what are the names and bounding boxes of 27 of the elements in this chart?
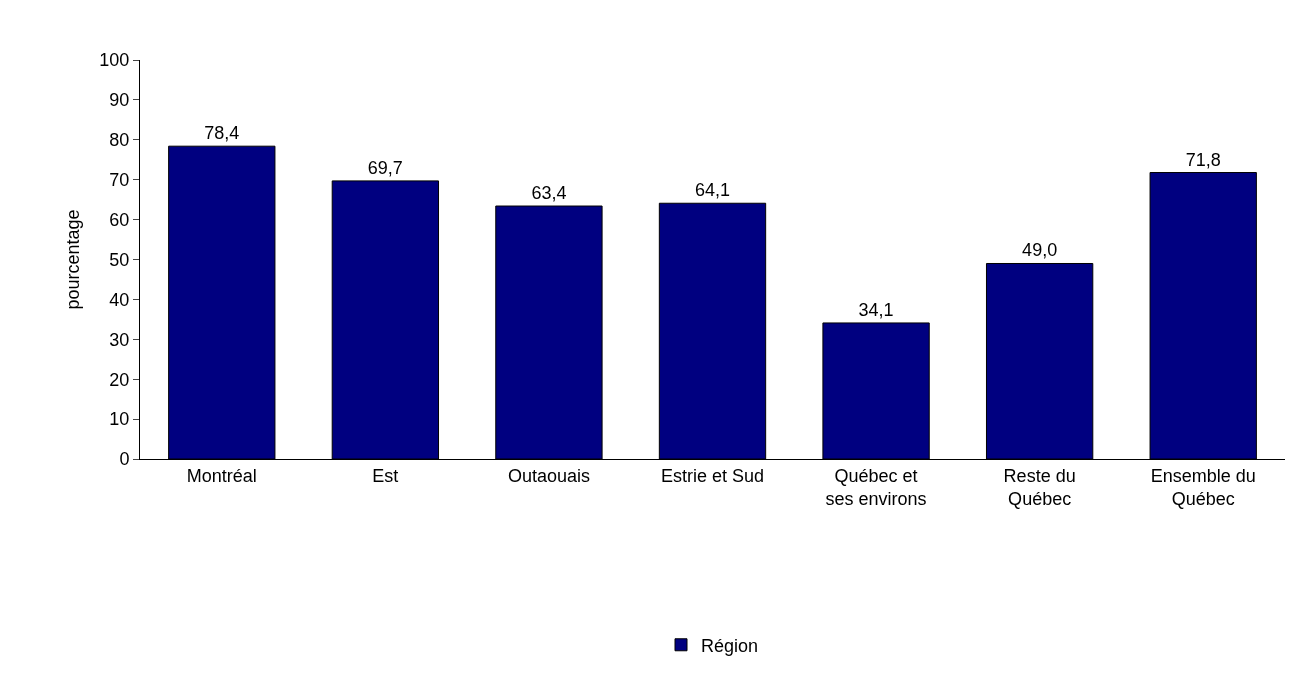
x-tick-label: Reste du Québec (1003, 465, 1076, 509)
x-tick-label: Outaouais (507, 465, 590, 486)
x-tick-label: Est (372, 465, 399, 486)
data-label: 78,4 (204, 123, 240, 144)
y-axis-title: pourcentage (62, 209, 83, 310)
y-tick-label: 70 (109, 170, 130, 190)
y-tick-label: 0 (119, 449, 130, 470)
y-tick-label: 80 (109, 130, 130, 151)
y-tick-label: 40 (109, 289, 130, 310)
x-tick-label: Estrie et Sud (660, 465, 765, 486)
y-tick-label: 30 (109, 329, 130, 350)
x-tick-label: Montréal (186, 465, 257, 486)
y-tick-label: 20 (109, 369, 130, 390)
data-label: 49,0 (1022, 240, 1058, 261)
data-label: 71,8 (1185, 149, 1221, 170)
y-tick-label: 60 (109, 209, 130, 230)
y-tick-label: 100 (99, 50, 130, 71)
y-tick-label: 90 (109, 90, 130, 111)
x-tick-label: Ensemble du Québec (1150, 465, 1256, 509)
legend-label: Région (701, 635, 759, 656)
y-tick-label: 50 (109, 249, 130, 270)
data-label: 34,1 (858, 299, 894, 320)
x-tick-label: Québec et ses environs (825, 465, 927, 509)
data-label: 64,1 (694, 180, 731, 201)
data-label: 63,4 (531, 183, 567, 204)
y-tick-label: 10 (109, 409, 130, 430)
data-label: 69,7 (367, 157, 403, 178)
